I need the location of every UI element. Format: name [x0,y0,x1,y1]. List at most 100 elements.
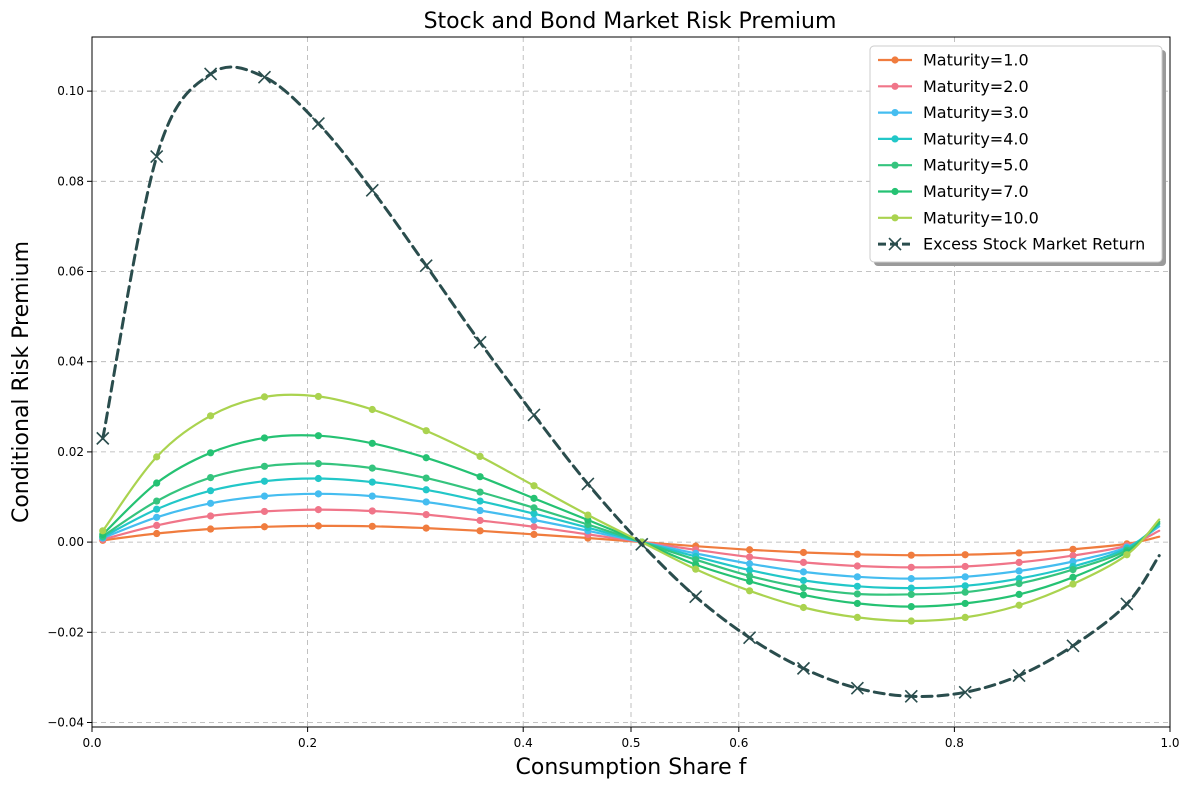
data-point [853,590,861,598]
data-point [314,522,322,530]
legend-label: Excess Stock Market Return [923,235,1145,254]
data-point [907,590,915,599]
legend-label: Maturity=3.0 [923,103,1029,122]
data-point [907,617,915,625]
legend-swatch-marker [888,237,902,251]
data-point [153,513,161,521]
data-point [422,524,430,532]
legend-box [869,45,1163,263]
data-point [206,449,215,457]
data-point [799,568,808,576]
data-point [692,556,700,564]
data-point [260,523,269,531]
data-point [850,681,864,695]
x-tick-label: 0.4 [514,736,533,750]
data-point [1015,590,1023,599]
grid [92,37,1170,727]
legend-label: Maturity=7.0 [923,182,1029,201]
data-point [368,439,376,447]
data-point [689,590,703,604]
data-point [422,474,430,482]
data-point [314,432,322,440]
data-point [260,492,269,500]
legend-label: Maturity=10.0 [923,208,1039,227]
data-point [1069,545,1077,553]
legend-label: Maturity=4.0 [923,129,1029,148]
data-point [799,558,808,566]
data-point [206,412,215,420]
legend-item-maturity-2-0: Maturity=2.0 [878,77,1029,96]
data-point [1069,580,1077,588]
data-point [584,511,592,519]
data-point [206,487,215,495]
data-point [1015,575,1023,583]
data-point [853,613,861,622]
data-point [1069,573,1077,581]
legend-swatch-marker [891,82,899,90]
data-point [745,566,754,574]
x-tick-label: 0.0 [82,736,101,750]
data-point [150,149,164,164]
data-point [206,525,215,533]
legend-item-maturity-10-0: Maturity=10.0 [878,208,1039,227]
data-point [907,584,915,592]
data-point [153,479,161,487]
data-point [473,335,487,349]
data-point [153,505,161,513]
data-point [368,478,376,486]
data-point [368,507,376,515]
y-tick-label: 0.02 [57,445,84,459]
data-point [1015,579,1023,588]
data-point [260,462,269,470]
legend: Maturity=1.0 Maturity=2.0 Maturity=3.0 Matu… [869,45,1166,266]
data-point [961,582,969,590]
data-point [368,492,376,500]
data-point [422,454,430,462]
y-tick-label: 0.06 [57,265,84,279]
data-point [961,573,969,581]
data-point [422,498,430,506]
y-tick-label: −0.04 [47,715,84,729]
data-point [422,486,430,494]
legend-item-maturity-5-0: Maturity=5.0 [878,156,1029,175]
legend-swatch-marker [891,56,899,64]
data-point [527,408,541,422]
data-point [311,117,325,131]
data-point [1123,551,1131,559]
data-point [1012,669,1026,683]
data-point [368,522,376,530]
data-point [1069,557,1077,566]
data-point [422,510,430,519]
data-point [260,434,269,442]
data-point [257,70,272,84]
data-point [153,529,161,538]
y-tick-label: 0.04 [57,355,84,369]
data-point [853,562,861,570]
data-point [745,587,754,595]
legend-item-maturity-4-0: Maturity=4.0 [878,129,1029,148]
legend-label: Maturity=5.0 [923,156,1029,175]
data-point [206,499,215,507]
data-point [745,577,754,585]
x-tick-label: 0.6 [729,736,748,750]
legend-swatch-marker [891,161,899,169]
legend-label: Maturity=2.0 [923,77,1029,96]
data-point [904,689,918,703]
data-point [314,460,322,468]
data-point [476,473,484,481]
data-point [314,392,322,401]
data-point [153,453,161,461]
x-axis: 0.0 0.2 0.4 0.5 0.6 0.8 1.0 [82,727,1180,750]
data-point [1069,552,1077,560]
legend-item-excess-stock-market-return: Excess Stock Market Return [878,235,1145,254]
data-point [530,504,538,512]
data-point [799,591,808,599]
legend-label: Maturity=1.0 [923,51,1029,70]
data-point [530,494,538,502]
data-point [314,474,322,483]
data-point [635,537,649,551]
legend-item-maturity-3-0: Maturity=3.0 [878,103,1029,122]
data-point [1120,597,1134,611]
legend-swatch-marker [891,135,899,143]
data-point [581,477,595,491]
